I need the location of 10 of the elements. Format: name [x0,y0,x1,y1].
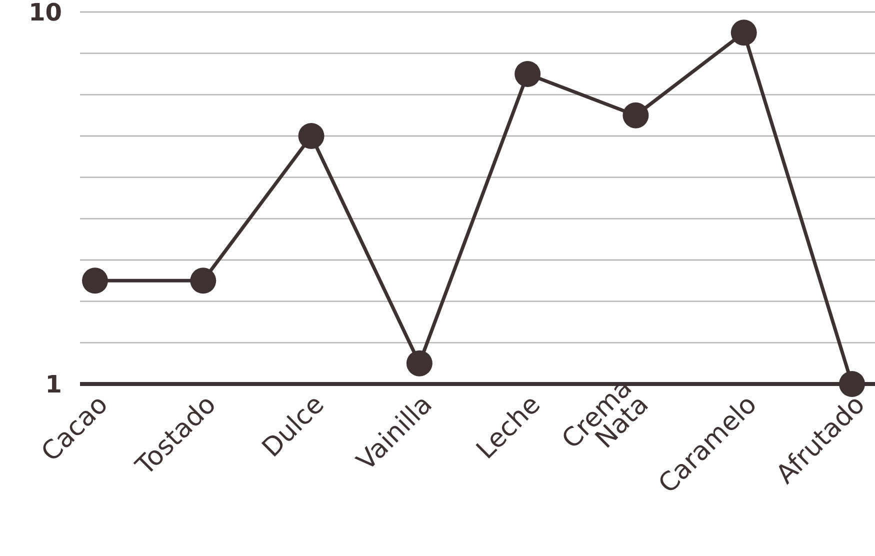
y-tick-label: 10 [28,0,62,26]
point [190,268,216,294]
y-tick-label: 1 [45,370,62,398]
point [82,268,108,294]
point [622,102,649,128]
point [839,371,865,397]
point [298,123,324,149]
point [730,20,757,46]
point [406,350,432,376]
point [514,61,541,87]
